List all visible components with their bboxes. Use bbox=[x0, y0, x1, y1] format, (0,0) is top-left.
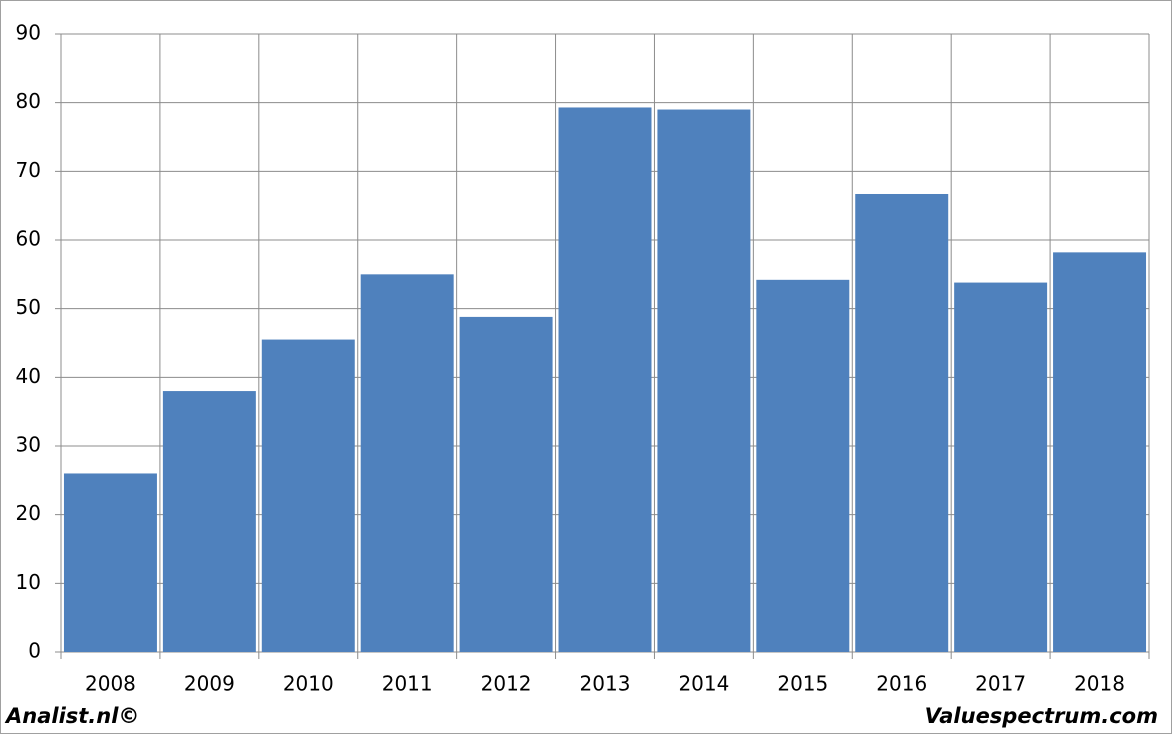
source-left: Analist.nl© bbox=[4, 704, 139, 728]
y-tick-label: 50 bbox=[16, 295, 41, 319]
bar bbox=[855, 193, 949, 652]
x-tick-label: 2010 bbox=[283, 672, 334, 696]
x-tick-label: 2012 bbox=[481, 672, 532, 696]
bar bbox=[360, 274, 454, 652]
y-tick-label: 30 bbox=[16, 433, 41, 457]
y-tick-label: 80 bbox=[16, 89, 41, 113]
bar bbox=[459, 316, 553, 652]
y-tick-label: 0 bbox=[28, 639, 41, 663]
bar bbox=[657, 109, 751, 653]
y-tick-label: 20 bbox=[16, 501, 41, 525]
y-tick-label: 40 bbox=[16, 364, 41, 388]
x-tick-label: 2016 bbox=[876, 672, 927, 696]
x-tick-label: 2013 bbox=[580, 672, 631, 696]
source-right: Valuespectrum.com bbox=[925, 704, 1158, 728]
bar bbox=[63, 473, 157, 652]
x-tick-label: 2015 bbox=[777, 672, 828, 696]
x-tick-label: 2018 bbox=[1074, 672, 1125, 696]
bar bbox=[1053, 252, 1147, 653]
bar bbox=[954, 282, 1048, 652]
x-tick-label: 2009 bbox=[184, 672, 235, 696]
bar bbox=[756, 279, 850, 652]
y-tick-label: 10 bbox=[16, 570, 41, 594]
bar bbox=[162, 391, 256, 652]
y-tick-label: 90 bbox=[16, 21, 41, 45]
bar bbox=[558, 107, 652, 653]
y-tick-label: 70 bbox=[16, 158, 41, 182]
bar bbox=[261, 339, 355, 652]
x-tick-label: 2017 bbox=[975, 672, 1026, 696]
y-tick-label: 60 bbox=[16, 227, 41, 251]
x-tick-label: 2008 bbox=[85, 672, 136, 696]
x-tick-label: 2014 bbox=[678, 672, 729, 696]
x-tick-label: 2011 bbox=[382, 672, 433, 696]
